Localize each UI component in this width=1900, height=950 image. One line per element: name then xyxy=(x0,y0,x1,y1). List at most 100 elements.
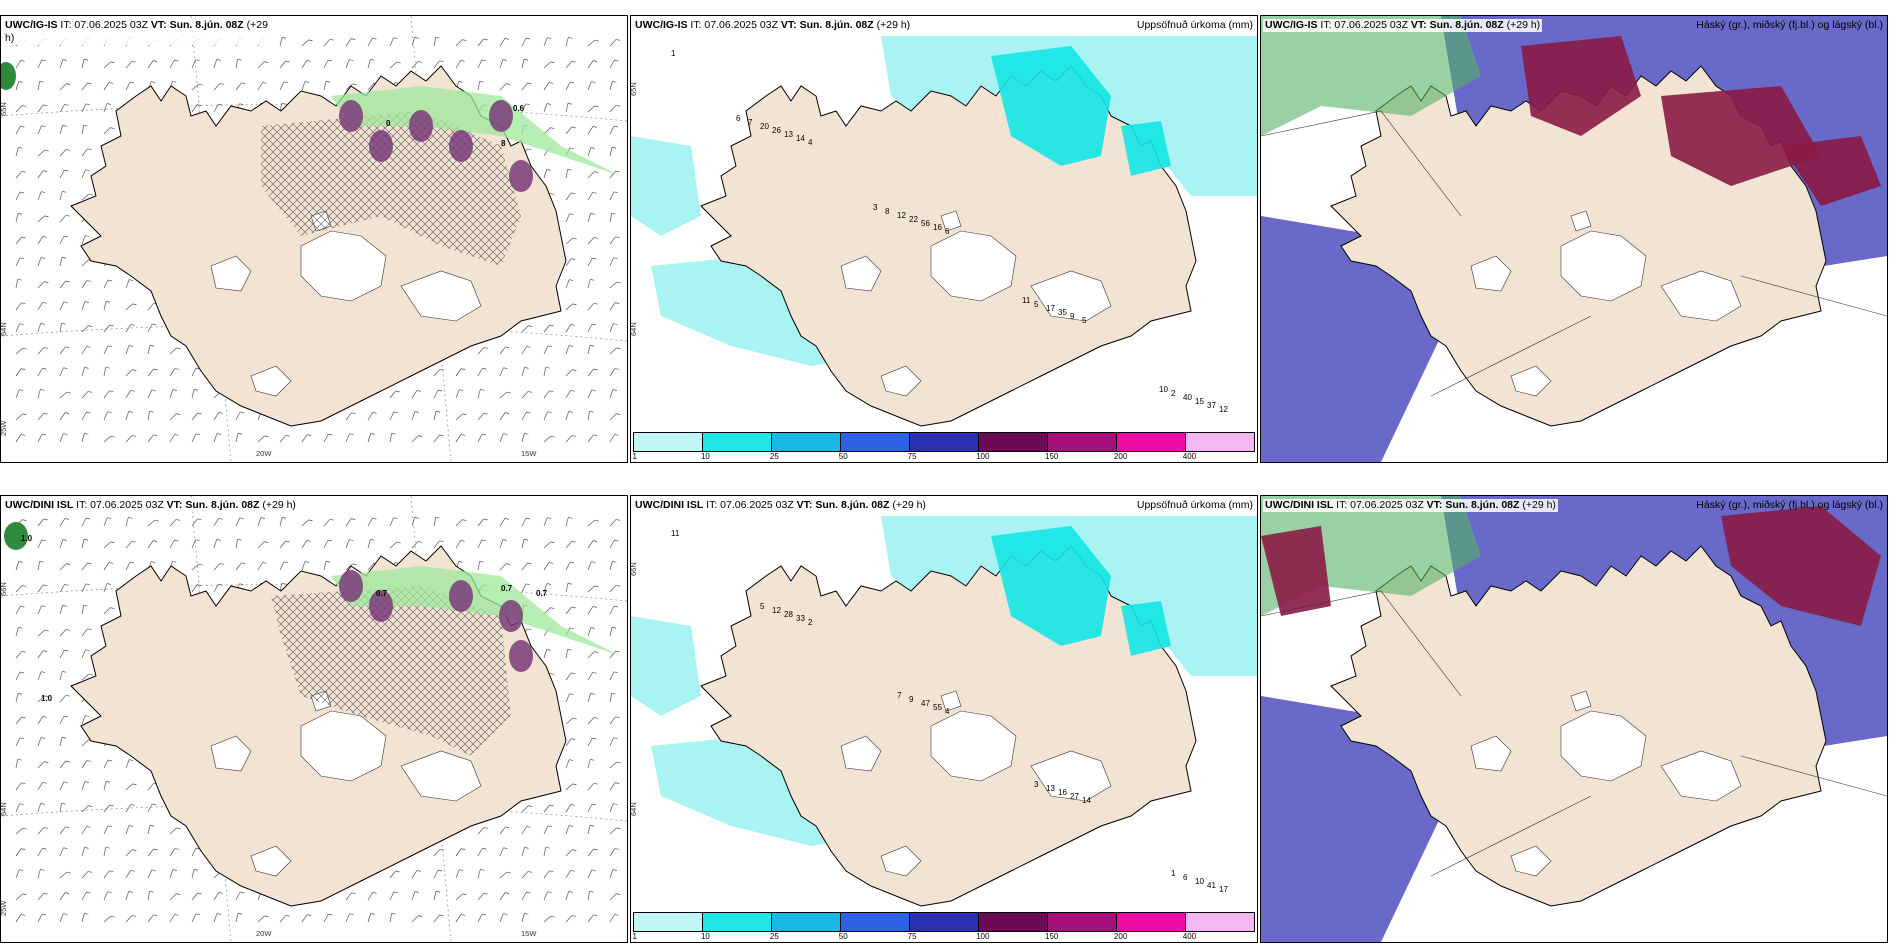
wind-barb-flag xyxy=(283,561,288,564)
colorbar-segment xyxy=(703,433,772,451)
wind-barb-flag xyxy=(328,539,333,542)
wind-barb xyxy=(235,539,239,549)
precip-value: 16 xyxy=(933,223,942,232)
wind-barb-flag xyxy=(590,278,595,281)
wind-barb-flag xyxy=(550,435,555,438)
wind-barb xyxy=(15,347,24,355)
colorbar-segment xyxy=(1048,433,1117,451)
wind-barb-flag xyxy=(64,715,69,718)
wind-barb-flag xyxy=(88,871,93,873)
wind-barb-flag xyxy=(459,869,464,871)
wind-barb xyxy=(477,827,485,835)
wind-barb-flag xyxy=(352,83,357,86)
wind-barb-flag xyxy=(20,914,25,916)
wind-barb-flag xyxy=(237,432,243,435)
wind-barb xyxy=(367,82,375,91)
wind-barb xyxy=(609,716,616,725)
wind-barb-flag xyxy=(22,585,27,587)
wind-barb-flag xyxy=(594,651,599,653)
wind-barb-flag xyxy=(44,761,49,763)
wind-barb-flag xyxy=(479,80,484,83)
wind-barb-flag xyxy=(220,563,225,565)
wind-barb xyxy=(521,826,527,835)
wind-barb-flag xyxy=(393,517,398,520)
wind-barb-flag xyxy=(264,915,269,918)
wind-barb xyxy=(477,347,485,355)
wind-barb-flag xyxy=(616,347,621,350)
wind-barb-flag xyxy=(152,323,157,326)
wind-barb-flag xyxy=(130,869,135,872)
wind-barb xyxy=(587,891,591,901)
wind-barb xyxy=(587,585,595,593)
wind-barb-flag xyxy=(614,848,619,850)
wind-barb xyxy=(433,389,439,399)
wind-barb-flag xyxy=(41,125,46,128)
wind-barb xyxy=(587,717,595,725)
wind-barb-flag xyxy=(218,583,223,586)
wind-barb-flag xyxy=(61,256,67,259)
glacier xyxy=(1570,690,1592,712)
wind-barb xyxy=(565,369,573,377)
wind-barb-flag xyxy=(594,171,599,173)
wind-barb-flag xyxy=(239,103,244,106)
wind-barb xyxy=(433,540,440,549)
border-line xyxy=(1261,590,1887,877)
wind-barb-flag xyxy=(22,519,27,521)
wind-barb-flag xyxy=(569,693,574,696)
precip-value: 10 xyxy=(1195,877,1204,886)
wind-barb xyxy=(587,759,591,769)
wind-barb xyxy=(521,562,528,571)
wind-barb-flag xyxy=(590,693,595,695)
wind-barb-flag xyxy=(592,803,597,806)
wind-barb xyxy=(543,915,552,923)
colorbar-segment xyxy=(979,433,1048,451)
wind-barb xyxy=(147,302,155,311)
wind-barb xyxy=(125,783,133,791)
wind-barb xyxy=(411,870,418,879)
wind-barb xyxy=(433,848,441,857)
wind-barb-flag xyxy=(62,670,67,673)
wind-barb-flag xyxy=(482,433,487,436)
purple-precip-cell xyxy=(339,100,363,132)
wind-barb xyxy=(37,281,45,289)
wind-barb-flag xyxy=(41,671,46,673)
wind-barb xyxy=(191,59,196,69)
wind-barb-flag xyxy=(40,323,45,325)
wind-barb xyxy=(411,411,416,421)
precip-value: 14 xyxy=(796,134,805,143)
glacier xyxy=(1470,735,1512,772)
wind-barb xyxy=(81,605,85,615)
wind-barb-flag xyxy=(351,38,356,40)
wind-barb xyxy=(411,541,419,549)
wind-barb xyxy=(59,104,65,113)
wind-barb xyxy=(411,61,419,69)
wind-barb-flag xyxy=(370,913,375,915)
wind-barb xyxy=(125,891,129,901)
colorbar-segment xyxy=(910,433,979,451)
wind-barb-flag xyxy=(107,825,112,828)
wind-barb-flag xyxy=(614,433,619,436)
wind-barb xyxy=(37,561,41,571)
wind-barb xyxy=(37,257,42,267)
wind-barb-flag xyxy=(40,803,45,805)
wind-barb xyxy=(565,81,571,91)
wind-barb-flag xyxy=(42,236,47,238)
wind-barb xyxy=(169,848,176,857)
wind-barb xyxy=(521,847,525,857)
purple-precip-cell xyxy=(509,160,533,192)
wind-barb-flag xyxy=(149,824,155,827)
wind-barb-flag xyxy=(20,605,25,608)
wind-barb-flag xyxy=(481,539,486,542)
wind-barb-flag xyxy=(460,59,465,62)
wind-barb xyxy=(147,434,154,443)
wind-barb-flag xyxy=(218,517,223,520)
wind-barb-flag xyxy=(506,83,511,85)
wind-barb xyxy=(103,562,110,571)
wind-barb xyxy=(323,561,327,571)
wind-barb xyxy=(37,412,45,421)
colorbar-segment xyxy=(1117,913,1186,931)
wind-barb xyxy=(81,235,86,245)
wind-barb-flag xyxy=(240,411,245,414)
wind-barb xyxy=(543,541,551,549)
wind-barb-flag xyxy=(84,781,90,783)
